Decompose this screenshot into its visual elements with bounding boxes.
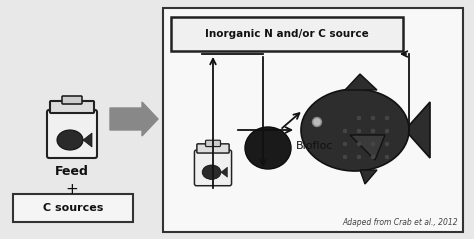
Text: C sources: C sources — [43, 203, 103, 213]
Ellipse shape — [57, 130, 83, 150]
FancyBboxPatch shape — [206, 140, 220, 147]
FancyBboxPatch shape — [62, 96, 82, 104]
Ellipse shape — [343, 129, 347, 133]
Ellipse shape — [245, 127, 291, 169]
FancyBboxPatch shape — [47, 110, 97, 158]
Ellipse shape — [357, 142, 361, 146]
Polygon shape — [405, 102, 430, 158]
Polygon shape — [83, 133, 92, 147]
FancyArrow shape — [110, 102, 158, 136]
Polygon shape — [345, 74, 377, 90]
Polygon shape — [221, 167, 228, 177]
Text: Adaped from Crab et al., 2012: Adaped from Crab et al., 2012 — [342, 218, 458, 227]
Ellipse shape — [357, 116, 361, 120]
FancyBboxPatch shape — [163, 8, 463, 232]
FancyBboxPatch shape — [194, 150, 232, 186]
Text: Biofloc: Biofloc — [296, 141, 334, 151]
Ellipse shape — [385, 142, 389, 146]
Text: +: + — [65, 182, 78, 197]
FancyBboxPatch shape — [171, 17, 403, 51]
FancyBboxPatch shape — [13, 194, 133, 222]
Ellipse shape — [371, 155, 375, 159]
Ellipse shape — [371, 129, 375, 133]
Text: Feed: Feed — [55, 165, 89, 178]
Ellipse shape — [312, 118, 321, 126]
Ellipse shape — [357, 129, 361, 133]
Ellipse shape — [343, 155, 347, 159]
FancyBboxPatch shape — [197, 144, 229, 153]
Ellipse shape — [385, 155, 389, 159]
Ellipse shape — [385, 116, 389, 120]
Ellipse shape — [371, 142, 375, 146]
Text: Inorganic N and/or C source: Inorganic N and/or C source — [205, 29, 369, 39]
Polygon shape — [350, 135, 385, 160]
Ellipse shape — [385, 129, 389, 133]
Polygon shape — [360, 170, 377, 184]
Ellipse shape — [343, 142, 347, 146]
Ellipse shape — [357, 155, 361, 159]
FancyBboxPatch shape — [50, 101, 94, 113]
Ellipse shape — [371, 116, 375, 120]
Ellipse shape — [202, 165, 221, 179]
Ellipse shape — [301, 89, 409, 171]
